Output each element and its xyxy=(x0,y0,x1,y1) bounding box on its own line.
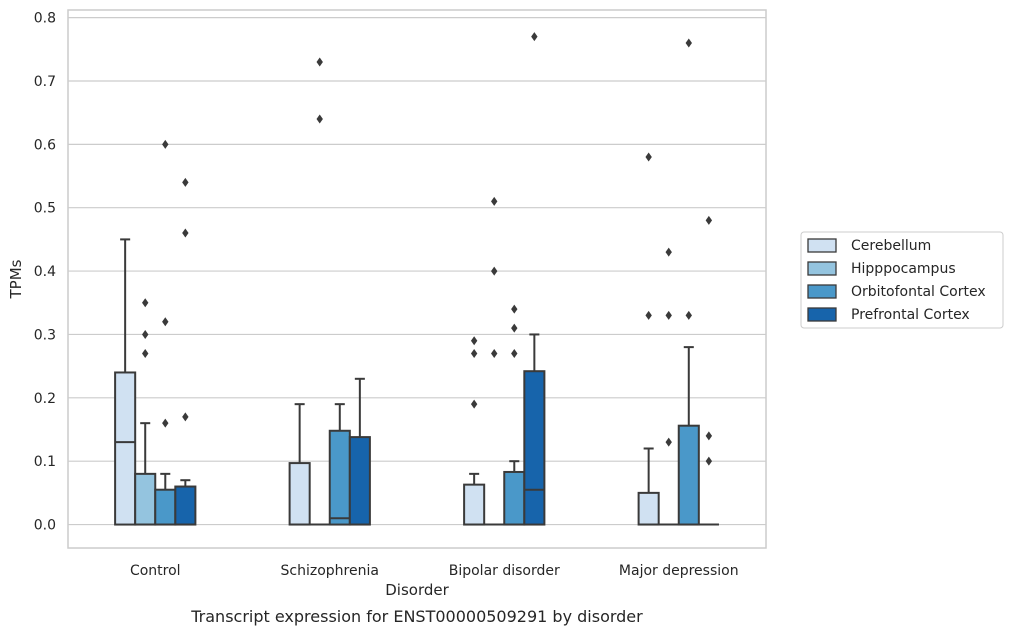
outlier-point xyxy=(470,336,478,346)
box xyxy=(637,491,660,526)
outlier-point xyxy=(511,323,518,333)
box xyxy=(134,472,157,526)
x-tick-label: Bipolar disorder xyxy=(449,563,560,579)
legend-label: Hipppocampus xyxy=(851,261,956,277)
legend: Cerebellum Hipppocampus Orbitofontal Corte… xyxy=(800,231,1004,329)
outlier-point xyxy=(162,317,169,327)
outlier-point xyxy=(182,177,189,187)
y-tick-label: 0.2 xyxy=(34,391,56,407)
y-tick-label: 0.7 xyxy=(34,74,56,90)
box xyxy=(114,371,137,526)
box xyxy=(348,436,371,526)
x-tick-label: Major depression xyxy=(619,563,739,579)
legend-swatch xyxy=(807,307,837,322)
legend-label: Prefrontal Cortex xyxy=(851,307,970,323)
box xyxy=(328,429,351,526)
outliers xyxy=(142,32,713,466)
box-group xyxy=(503,460,526,526)
outlier-point xyxy=(665,310,672,320)
box-group xyxy=(348,377,371,526)
outlier-point xyxy=(470,348,478,358)
box xyxy=(463,483,486,526)
box xyxy=(677,424,700,526)
box-group xyxy=(523,333,546,526)
outlier-point xyxy=(491,348,498,358)
outlier-point xyxy=(142,348,149,358)
y-axis-label: TPMs xyxy=(7,259,25,299)
outlier-point xyxy=(316,57,323,67)
box-group xyxy=(154,472,177,526)
outlier-point xyxy=(316,114,323,124)
legend-label: Orbitofontal Cortex xyxy=(851,284,986,300)
legend-swatch xyxy=(807,238,837,253)
figure-caption: Transcript expression for ENST0000050929… xyxy=(190,607,643,626)
box xyxy=(523,370,546,526)
outlier-point xyxy=(531,32,538,42)
x-tick-label: Control xyxy=(130,563,181,579)
box-group xyxy=(677,346,700,526)
y-tick-label: 0.1 xyxy=(34,454,56,470)
outlier-point xyxy=(645,310,652,320)
y-tick-label: 0.3 xyxy=(34,327,56,343)
outlier-point xyxy=(685,310,692,320)
outlier-point xyxy=(491,266,498,276)
box-group xyxy=(637,447,660,526)
outlier-point xyxy=(645,152,652,162)
outlier-point xyxy=(685,38,692,48)
box-group xyxy=(174,479,197,526)
boxes xyxy=(114,238,719,526)
box xyxy=(174,485,197,526)
box-group xyxy=(114,238,137,526)
x-axis-label: Disorder xyxy=(385,581,449,599)
outlier-point xyxy=(142,329,149,339)
outlier-point xyxy=(162,139,169,149)
plot-area-frame xyxy=(67,9,767,549)
x-axis-ticks: Control Schizophrenia Bipolar disorder Majo… xyxy=(130,563,739,579)
x-tick-label: Schizophrenia xyxy=(281,563,379,579)
box xyxy=(288,462,311,526)
grid-lines xyxy=(68,17,766,526)
legend-frame xyxy=(800,231,1004,329)
legend-swatch xyxy=(807,284,837,299)
outlier-point xyxy=(182,228,189,238)
y-tick-label: 0.8 xyxy=(34,11,56,27)
box-group xyxy=(288,403,311,526)
outlier-point xyxy=(162,418,169,428)
y-tick-label: 0.0 xyxy=(34,518,56,534)
outlier-point xyxy=(705,215,713,225)
outlier-point xyxy=(491,196,498,206)
outlier-point xyxy=(142,298,149,308)
outlier-point xyxy=(182,412,189,422)
y-tick-label: 0.6 xyxy=(34,137,56,153)
box-group xyxy=(463,472,486,526)
outlier-point xyxy=(665,437,672,447)
y-axis-ticks: 0.0 0.1 0.2 0.3 0.4 0.5 0.6 0.7 0.8 xyxy=(34,11,56,534)
legend-label: Cerebellum xyxy=(851,238,931,254)
outlier-point xyxy=(511,348,518,358)
outlier-point xyxy=(705,456,713,466)
legend-swatch xyxy=(807,261,837,276)
box-group xyxy=(134,422,157,526)
outlier-point xyxy=(705,431,713,441)
y-tick-label: 0.5 xyxy=(34,201,56,217)
y-tick-label: 0.4 xyxy=(34,264,56,280)
outlier-point xyxy=(665,247,672,257)
box xyxy=(503,470,526,526)
box-group xyxy=(328,403,351,526)
box xyxy=(154,488,177,526)
outlier-point xyxy=(470,399,478,409)
outlier-point xyxy=(511,304,518,314)
